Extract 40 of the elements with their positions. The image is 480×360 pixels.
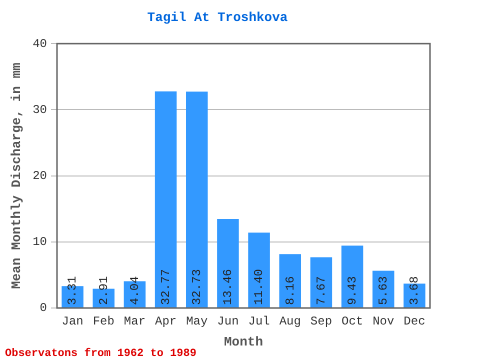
bar	[341, 246, 364, 308]
y-tick-label: 0	[40, 301, 47, 316]
y-axis-title: Mean Monthly Discharge, in mm	[9, 62, 24, 289]
data-label: 9.43	[345, 276, 360, 305]
x-tick-label: Apr	[154, 314, 177, 328]
y-tick-label: 30	[32, 102, 47, 117]
data-label: 32.73	[190, 268, 204, 305]
y-tick-label: 40	[32, 36, 47, 51]
data-label: 32.77	[158, 268, 173, 305]
chart-title: Tagil At Troshkova	[147, 10, 288, 26]
data-label: 8.16	[283, 276, 298, 305]
x-tick-label: Dec	[404, 314, 426, 328]
x-tick-label: Feb	[92, 314, 114, 328]
x-tick-label: Jan	[62, 314, 84, 328]
x-tick-label: Jun	[217, 314, 239, 328]
bar	[186, 92, 208, 308]
x-tick-label: Jul	[248, 314, 270, 328]
data-label: 7.67	[314, 276, 328, 305]
x-tick-label: Mar	[124, 314, 146, 328]
x-tick-label: Sep	[310, 314, 332, 328]
x-tick-label: Aug	[279, 314, 301, 328]
bar	[279, 254, 302, 308]
data-label: 3.31	[66, 276, 80, 305]
bar	[154, 91, 177, 308]
data-label: 2.91	[96, 276, 111, 305]
bar	[217, 219, 239, 308]
data-label: 5.63	[376, 276, 391, 305]
x-tick-label: Oct	[341, 314, 364, 328]
data-label: 11.40	[252, 268, 266, 305]
data-label: 13.46	[221, 268, 236, 305]
text: Observatons from 1962 to 1989	[5, 347, 196, 360]
bar	[310, 257, 332, 308]
x-tick-label: Nov	[372, 314, 394, 328]
x-axis-title: Month	[224, 334, 264, 350]
y-tick-label: 20	[32, 168, 47, 183]
data-label: 3.68	[408, 276, 422, 305]
y-tick-label: 10	[32, 235, 47, 250]
x-tick-label: May	[186, 314, 208, 328]
bar	[248, 232, 270, 308]
data-label: 4.04	[128, 276, 142, 305]
